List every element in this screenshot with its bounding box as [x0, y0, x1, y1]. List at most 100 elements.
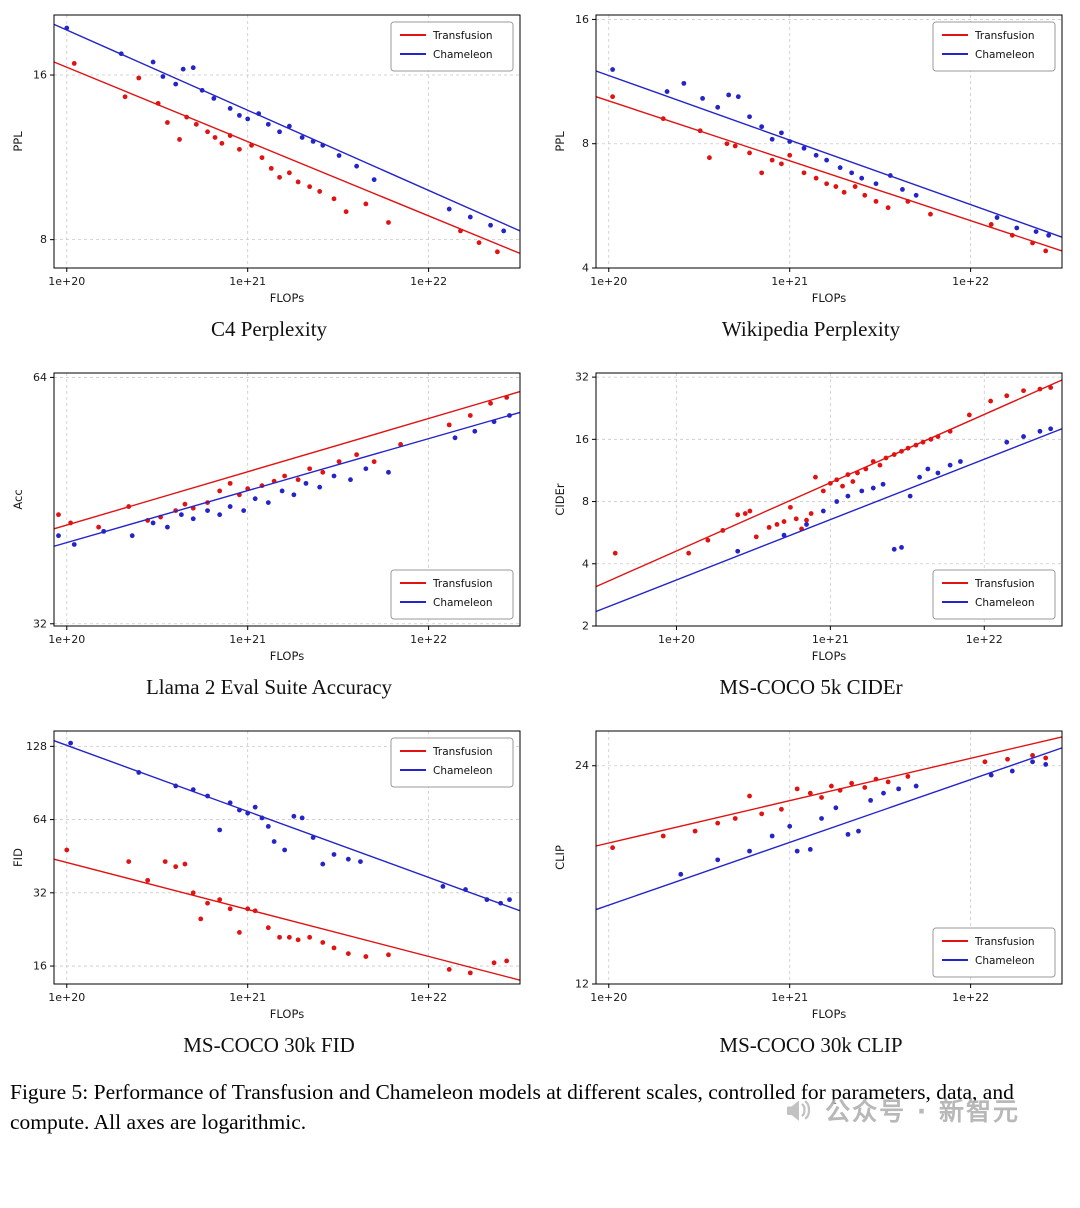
y-tick-label: 32 [33, 617, 47, 630]
legend: Transfusion Chameleon [932, 569, 1056, 620]
x-tick-label: 1e+20 [48, 991, 85, 1004]
figure-grid: 1e+20 1e+21 1e+22 8 16 FLOPs PPL Transfusion Cha… [0, 6, 1080, 1068]
plot-frame [595, 14, 1063, 269]
points-transfusion [610, 94, 1049, 254]
series-transfusion [53, 390, 521, 530]
chart-title-wikipedia-perplexity: Wikipedia Perplexity [721, 317, 901, 341]
axes: 1e+20 1e+21 1e+22 16 32 64 128 FLOPs FID [11, 740, 447, 1021]
plot-frame [595, 730, 1063, 985]
x-tick-label: 1e+22 [952, 991, 989, 1004]
subplot-mscoco-fid: 1e+20 1e+21 1e+22 16 32 64 128 FLOPs FID Transfus… [8, 722, 530, 1068]
x-tick-label: 1e+22 [952, 275, 989, 288]
points-chameleon [68, 740, 512, 906]
y-tick-label: 128 [26, 740, 47, 753]
series-chameleon [53, 411, 521, 547]
axes: 1e+20 1e+21 1e+22 32 64 FLOPs Acc [11, 371, 447, 663]
fit-line-chameleon [53, 740, 521, 912]
x-tick-label: 1e+20 [48, 275, 85, 288]
points-chameleon [735, 426, 1054, 554]
x-tick-label: 1e+20 [590, 275, 627, 288]
chart-svg: 1e+20 1e+21 1e+22 4 8 16 FLOPs PPL Transfusion Ch… [553, 13, 1063, 305]
fit-line-chameleon [595, 428, 1063, 613]
chart-mscoco-fid: 1e+20 1e+21 1e+22 16 32 64 128 FLOPs FID Transfus… [8, 722, 530, 1024]
legend-label-chameleon: Chameleon [975, 597, 1035, 609]
x-axis-label: FLOPs [812, 1007, 846, 1021]
legend-label-transfusion: Transfusion [974, 30, 1035, 42]
y-tick-label: 8 [582, 137, 589, 150]
y-tick-label: 2 [582, 620, 589, 633]
megaphone-icon [787, 1100, 811, 1121]
points-transfusion [64, 847, 510, 976]
chart-svg: 1e+20 1e+21 1e+22 12 24 FLOPs CLIP Transfusion C… [553, 730, 1063, 1021]
x-tick-label: 1e+21 [771, 275, 808, 288]
points-chameleon [64, 25, 507, 234]
series-chameleon [595, 426, 1063, 613]
points-chameleon [56, 413, 512, 547]
y-axis-label: FID [11, 848, 25, 867]
x-axis-label: FLOPs [270, 649, 304, 663]
y-tick-label: 8 [582, 495, 589, 508]
plot-frame [595, 372, 1063, 627]
chart-c4-perplexity: 1e+20 1e+21 1e+22 8 16 FLOPs PPL Transfusion Cha… [8, 6, 530, 308]
y-tick-label: 64 [33, 371, 47, 384]
legend-label-chameleon: Chameleon [975, 49, 1035, 61]
series-chameleon [595, 747, 1063, 911]
chart-svg: 1e+20 1e+21 1e+22 16 32 64 128 FLOPs FID Transfus… [11, 730, 521, 1021]
x-axis-label: FLOPs [812, 291, 846, 305]
subplot-mscoco-clip: 1e+20 1e+21 1e+22 12 24 FLOPs CLIP Transfusion C… [550, 722, 1072, 1068]
legend: Transfusion Chameleon [932, 927, 1056, 978]
x-tick-label: 1e+21 [229, 991, 266, 1004]
subplot-llama2-accuracy: 1e+20 1e+21 1e+22 32 64 FLOPs Acc Transfusion Ch… [8, 364, 530, 710]
fit-line-transfusion [595, 96, 1063, 252]
y-tick-label: 16 [575, 433, 589, 446]
legend: Transfusion Chameleon [390, 737, 514, 788]
fit-line-transfusion [595, 736, 1063, 847]
y-tick-label: 32 [33, 886, 47, 899]
chart-wikipedia-perplexity: 1e+20 1e+21 1e+22 4 8 16 FLOPs PPL Transfusion Ch… [550, 6, 1072, 308]
fit-line-chameleon [53, 23, 521, 232]
chart-mscoco-clip: 1e+20 1e+21 1e+22 12 24 FLOPs CLIP Transfusion C… [550, 722, 1072, 1024]
y-tick-label: 64 [33, 813, 47, 826]
chart-title-c4-perplexity: C4 Perplexity [210, 317, 328, 341]
chart-title-mscoco-fid: MS-COCO 30k FID [183, 1033, 355, 1057]
chart-llama2-accuracy: 1e+20 1e+21 1e+22 32 64 FLOPs Acc Transfusion Ch… [8, 364, 530, 666]
x-tick-label: 1e+20 [48, 633, 85, 646]
x-axis-label: FLOPs [270, 291, 304, 305]
x-tick-label: 1e+21 [229, 633, 266, 646]
chart-svg: 1e+20 1e+21 1e+22 8 16 FLOPs PPL Transfusion Cha… [11, 14, 521, 305]
axes: 1e+20 1e+21 1e+22 8 16 FLOPs PPL [11, 69, 447, 305]
y-axis-label: CIDEr [553, 483, 567, 516]
y-axis-label: PPL [11, 131, 25, 152]
legend-label-transfusion: Transfusion [974, 578, 1035, 590]
fit-line-transfusion [53, 858, 521, 981]
subplot-mscoco-cider: 1e+20 1e+21 1e+22 2 4 8 16 32 FLOPs CIDEr Transfus… [550, 364, 1072, 710]
plot-frame [53, 730, 521, 985]
axes: 1e+20 1e+21 1e+22 12 24 FLOPs CLIP [553, 759, 989, 1021]
x-axis-label: FLOPs [270, 1007, 304, 1021]
y-tick-label: 16 [33, 69, 47, 82]
legend-label-transfusion: Transfusion [974, 936, 1035, 948]
points-transfusion [71, 61, 500, 255]
y-tick-label: 32 [575, 371, 589, 384]
series-chameleon [53, 740, 521, 912]
chart-svg: 1e+20 1e+21 1e+22 32 64 FLOPs Acc Transfusion Ch… [11, 371, 521, 663]
chart-title-llama2-accuracy: Llama 2 Eval Suite Accuracy [145, 675, 393, 699]
y-axis-label: PPL [553, 131, 567, 152]
y-axis-label: Acc [11, 489, 25, 509]
y-tick-label: 4 [582, 557, 589, 570]
fit-line-chameleon [595, 70, 1063, 238]
points-transfusion [610, 753, 1049, 851]
y-tick-label: 24 [575, 759, 589, 772]
subplot-c4-perplexity: 1e+20 1e+21 1e+22 8 16 FLOPs PPL Transfusion Cha… [8, 6, 530, 352]
axes: 1e+20 1e+21 1e+22 4 8 16 FLOPs PPL [553, 13, 989, 305]
caption-area: Figure 5: Performance of Transfusion and… [0, 1078, 1080, 1137]
x-tick-label: 1e+22 [410, 633, 447, 646]
y-tick-label: 16 [575, 13, 589, 26]
chart-title-mscoco-clip: MS-COCO 30k CLIP [719, 1033, 903, 1057]
series-chameleon [595, 67, 1063, 238]
y-tick-label: 12 [575, 978, 589, 991]
x-tick-label: 1e+21 [812, 633, 849, 646]
series-transfusion [595, 94, 1063, 254]
legend-label-chameleon: Chameleon [433, 765, 493, 777]
legend-label-chameleon: Chameleon [975, 955, 1035, 967]
